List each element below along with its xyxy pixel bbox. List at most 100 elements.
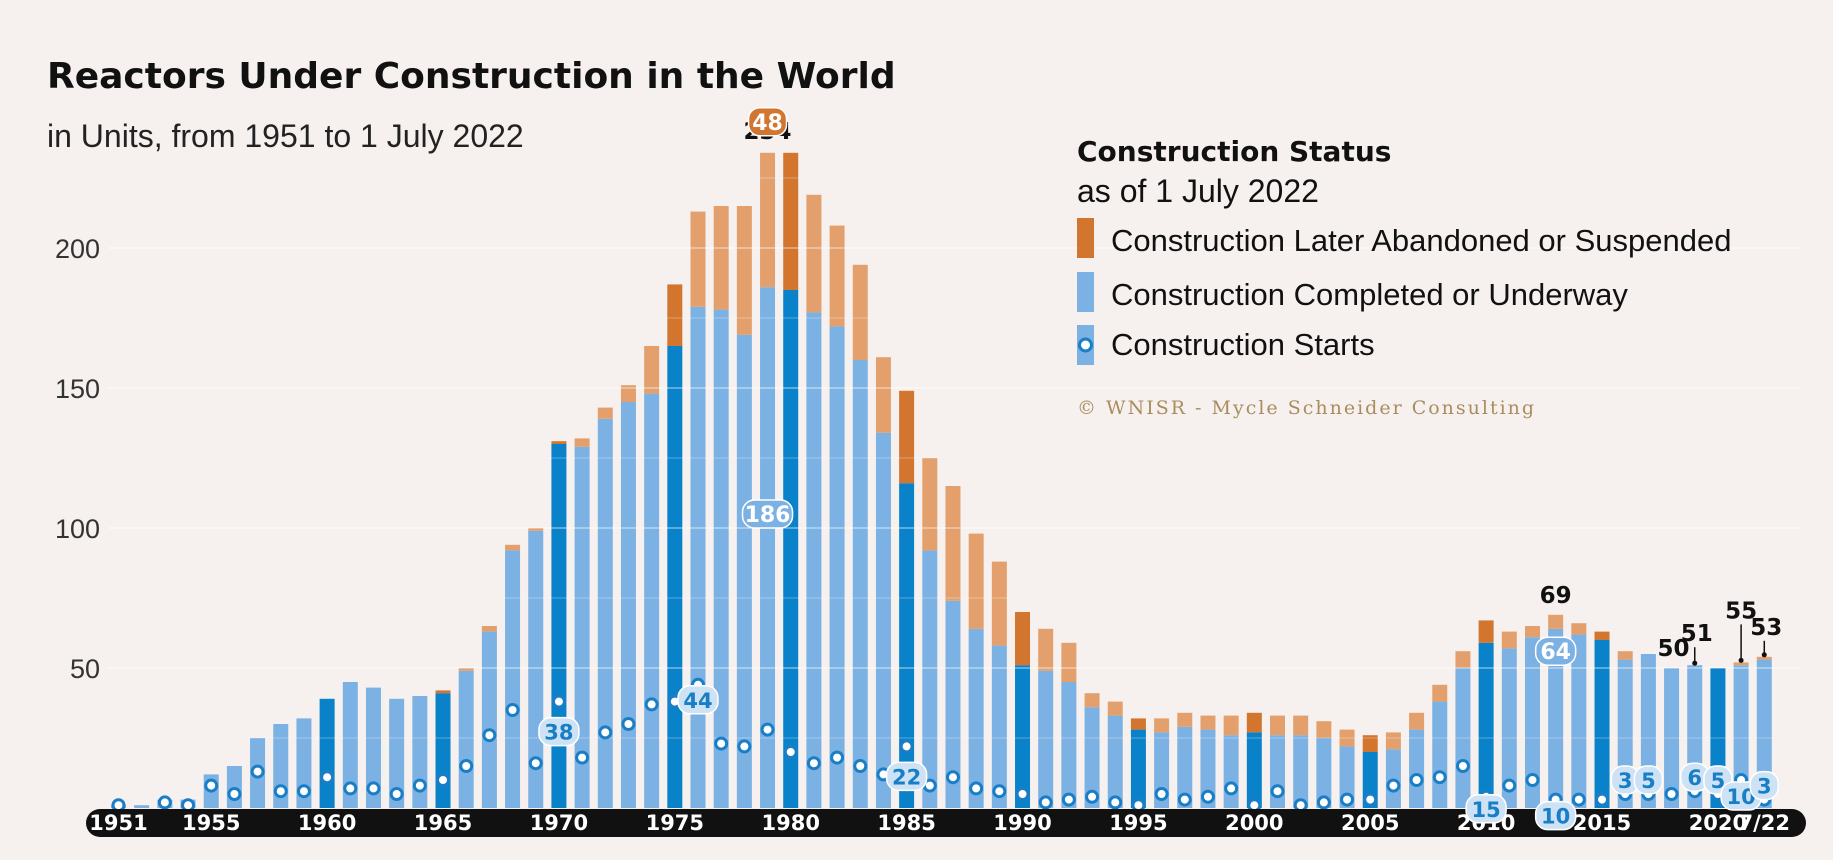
construction-start-dot [644,697,659,712]
legend: Construction Status as of 1 July 2022 Co… [1077,135,1731,419]
copyright-credit: © WNISR - Mycle Schneider Consulting [1077,397,1536,419]
bar-abandoned [1594,631,1610,640]
bar-completed [134,805,150,808]
bar-completed [574,446,590,808]
y-tick-label: 50 [70,654,100,684]
bar-completed [829,326,845,808]
bar-completed [1733,665,1749,808]
starts-label: 10 [1541,805,1570,829]
bar-abandoned [435,690,451,694]
construction-start-dot [1595,792,1610,807]
bar-abandoned [1617,651,1633,660]
bar-abandoned [991,561,1007,646]
bar-abandoned [736,206,752,335]
construction-start-dot [1571,792,1586,807]
bar-abandoned [783,152,799,290]
bar-abandoned [690,211,706,307]
legend-label-completed: Construction Completed or Underway [1111,277,1628,312]
bar-abandoned [1061,642,1077,682]
construction-start-dot [853,759,868,773]
bar-completed [875,432,891,808]
bar-abandoned [1177,712,1193,727]
construction-start-dot [1386,778,1401,793]
y-tick-label: 150 [55,374,100,404]
bar-completed [713,309,729,808]
completed-label: 64 [1540,640,1571,665]
bar-completed [1524,637,1540,808]
annotations: 2344818638442215106469356510350515553 [538,107,1782,831]
construction-start-dot [621,717,636,731]
bar-abandoned [1432,684,1448,702]
bar-completed [505,550,521,808]
construction-start-dot [412,778,427,793]
bar-abandoned [922,458,938,551]
construction-start-dot [1525,773,1540,787]
starts-label: 6 [1687,766,1702,790]
construction-start-dot [1432,770,1447,785]
bar-abandoned [1524,626,1540,638]
total-label: 55 [1725,598,1757,624]
starts-label-box [538,716,580,747]
bar-abandoned [1756,656,1772,660]
bar-completed [1177,726,1193,808]
x-axis-band [86,809,1806,837]
construction-start-dot [1177,792,1192,807]
construction-start-dot [806,756,821,771]
bar-abandoned [620,385,636,402]
construction-start-dot [714,736,729,751]
starts-label-box [1749,770,1780,801]
construction-start-dot [1664,787,1679,801]
bar-abandoned [528,528,544,531]
bar-abandoned [852,264,868,360]
starts-label: 15 [1472,798,1501,822]
bar-completed [597,418,613,808]
bar-completed [1223,735,1239,808]
construction-start-dot [436,773,451,787]
bar-completed [806,312,822,808]
construction-start-dot [1316,795,1331,810]
construction-start-dot [204,778,219,793]
construction-start-dot [320,770,335,785]
bar-completed [1548,628,1564,808]
bar-abandoned [1084,693,1100,708]
bar-completed [1246,732,1262,808]
bar-abandoned [1154,718,1170,733]
construction-start-dot [273,784,288,799]
construction-start-dot [899,739,914,754]
bar-completed [458,670,474,808]
bar-completed [481,631,497,808]
construction-start-dot [598,725,613,740]
bar-abandoned [1107,701,1123,716]
starts-label: 38 [544,721,573,745]
starts-label: 5 [1641,769,1656,793]
bar-abandoned [1316,721,1332,738]
legend-title: Construction Status [1077,135,1391,168]
bar-completed [899,483,915,808]
construction-start-dot [1363,792,1378,807]
bar-completed [1571,634,1587,808]
starts-label-box [1633,765,1664,795]
construction-start-dot [1502,778,1517,793]
bar-abandoned [481,626,497,632]
construction-start-dot [1015,787,1030,801]
bar-abandoned [899,390,915,484]
construction-start-dot [1200,789,1215,804]
legend-label-abandoned: Construction Later Abandoned or Suspende… [1111,223,1731,258]
bar-abandoned [1571,623,1587,635]
construction-start-dot [830,750,845,765]
construction-start-dot [551,694,566,709]
bar-completed [1501,648,1517,808]
starts-label: 3 [1757,775,1772,799]
construction-start-dot [343,781,358,796]
bar-completed [1316,738,1332,808]
x-tick-label: 1970 [530,811,588,835]
bar-abandoned [1409,712,1425,730]
bar-abandoned [1130,718,1146,730]
bar-completed [991,645,1007,808]
bar-completed [1107,715,1123,808]
bar-completed [760,287,776,808]
bar-completed [620,402,636,808]
annotation-leader-dot [1692,660,1698,666]
bar-abandoned [1270,715,1285,736]
construction-start-dot [945,770,960,785]
